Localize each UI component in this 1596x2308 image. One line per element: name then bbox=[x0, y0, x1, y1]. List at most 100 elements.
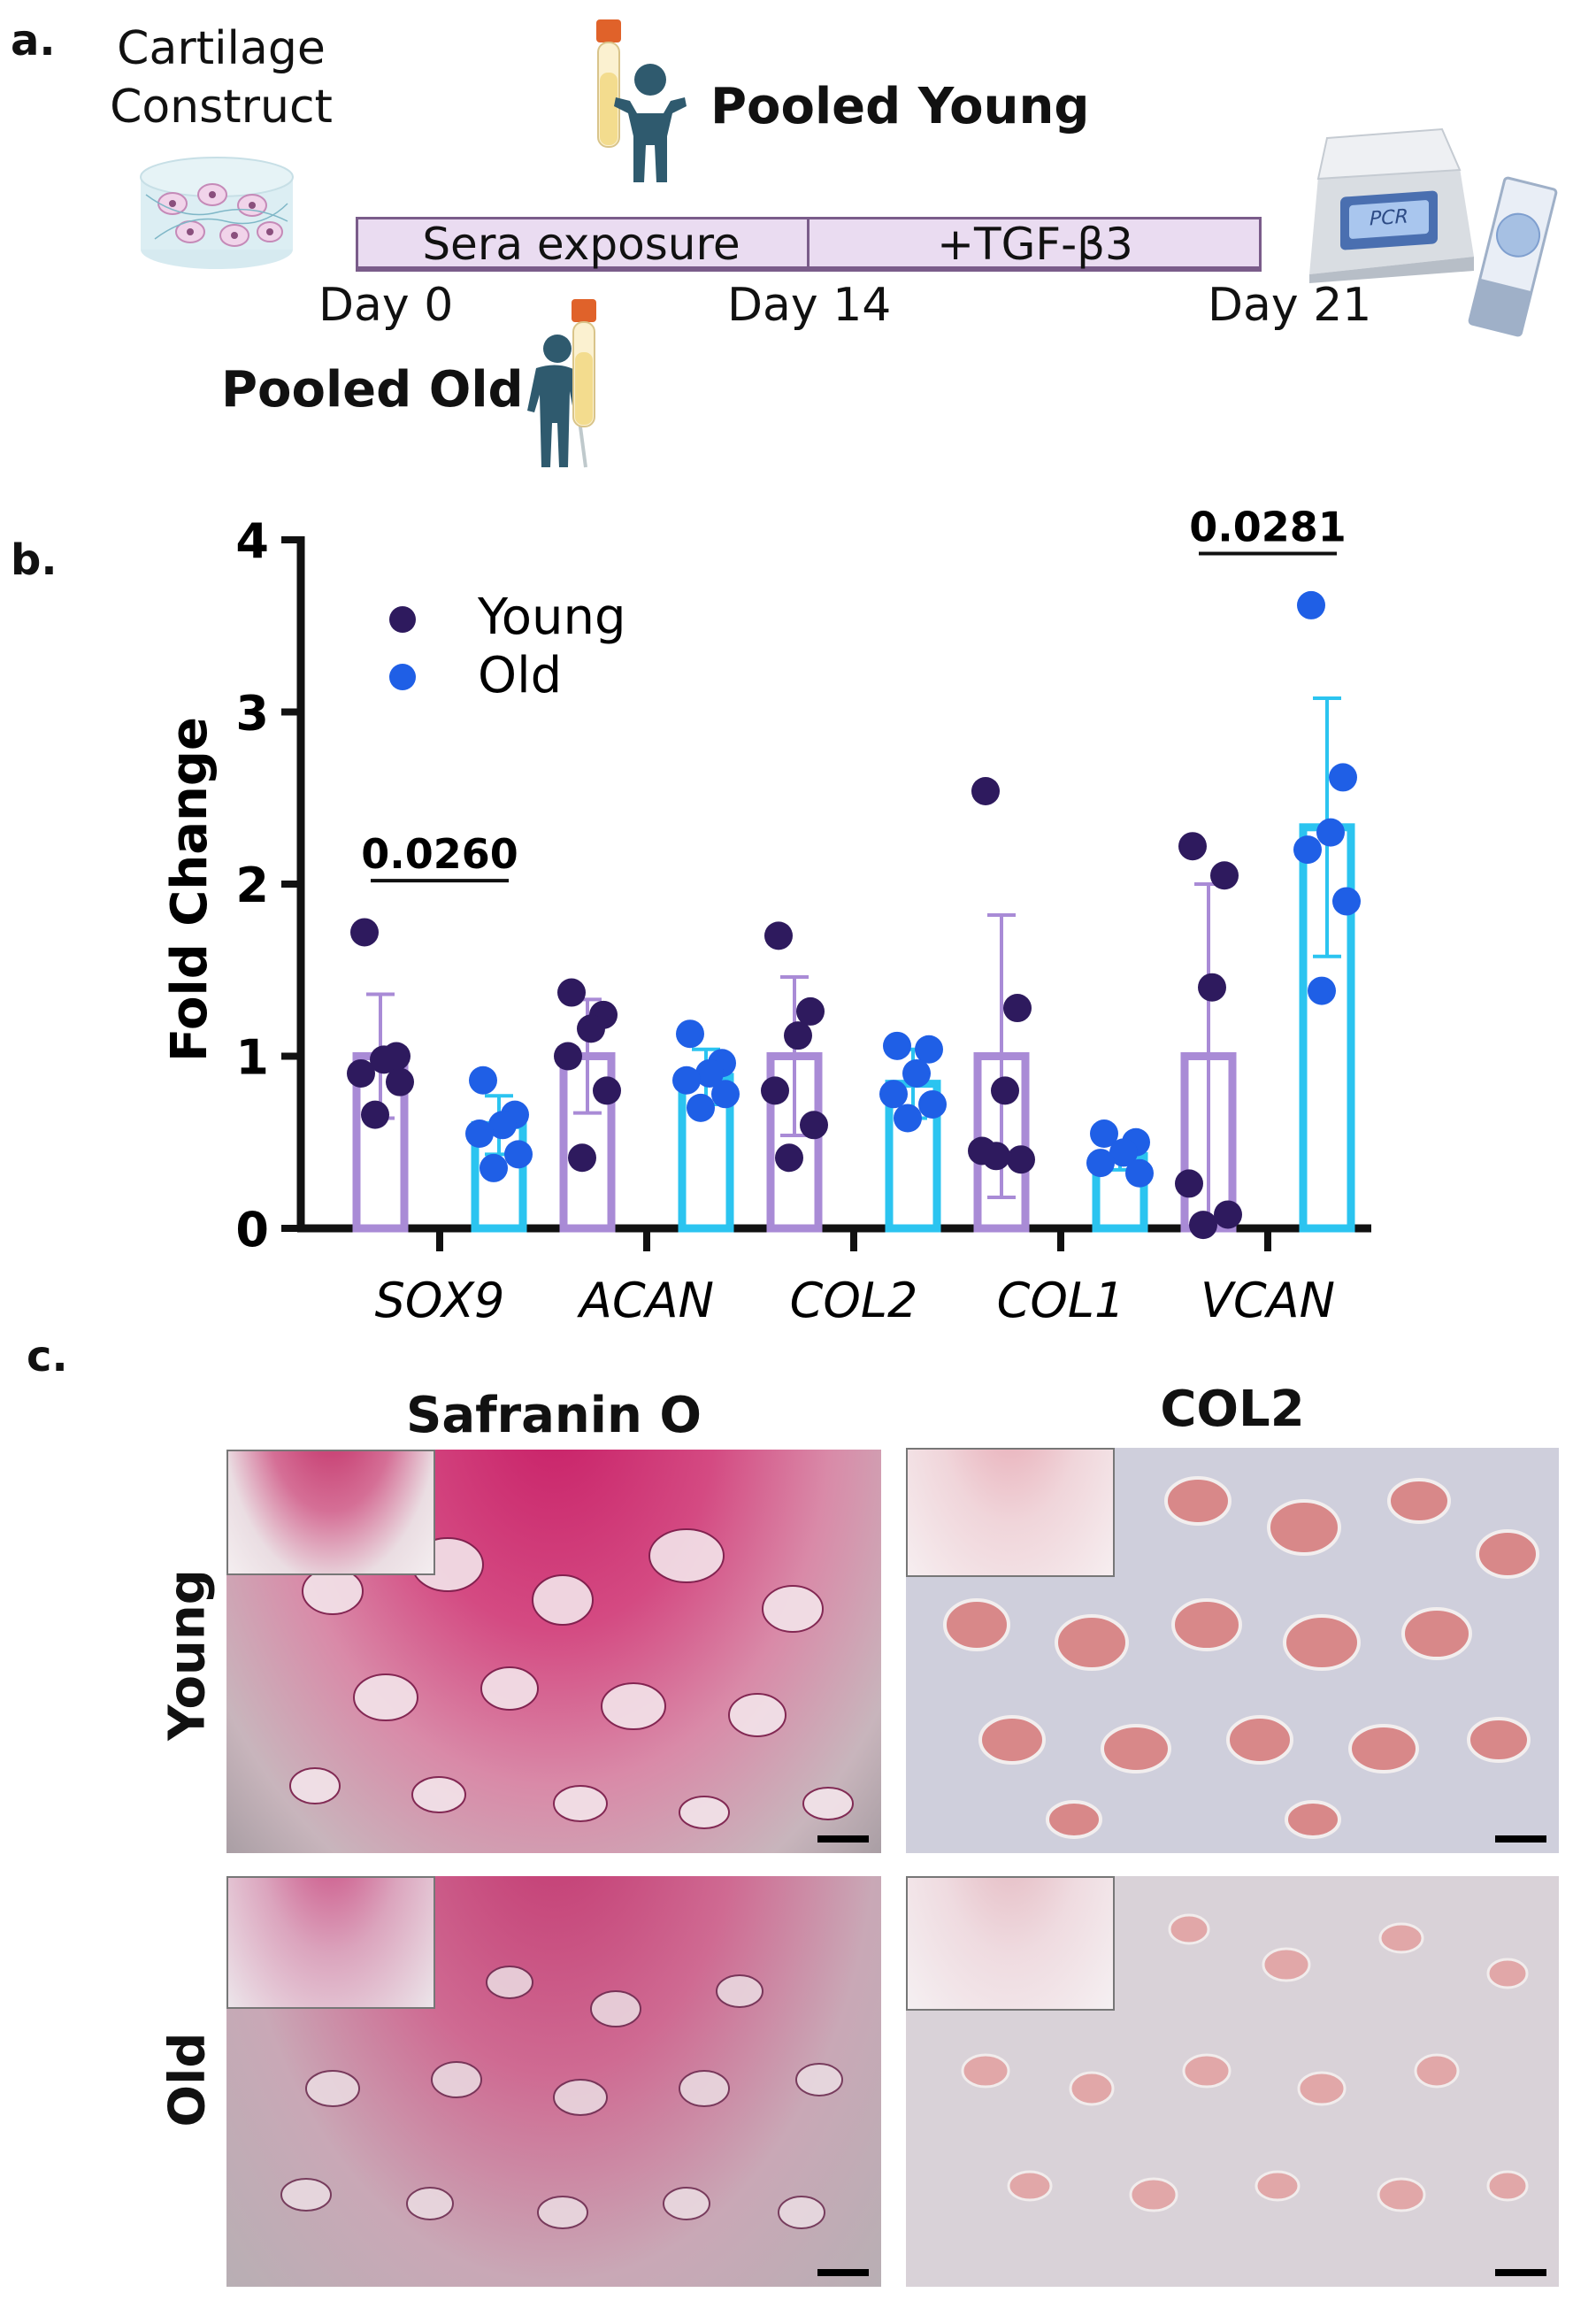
phase-tgf-b3: +TGF-β3 bbox=[937, 219, 1133, 270]
x-tick-label-sox9: SOX9 bbox=[375, 1273, 505, 1328]
scale-bar bbox=[817, 1835, 869, 1843]
point-young-sox9 bbox=[347, 1058, 375, 1088]
row-label-young-text: Young bbox=[158, 1569, 217, 1741]
micrograph-col2-old bbox=[906, 1876, 1559, 2287]
point-young-sox9 bbox=[370, 1045, 398, 1074]
point-young-col1 bbox=[991, 1076, 1019, 1105]
significance-label: 0.0281 bbox=[1189, 504, 1347, 551]
point-young-col2 bbox=[800, 1111, 828, 1140]
day-21-label: Day 21 bbox=[1208, 279, 1372, 332]
significance-label: 0.0260 bbox=[361, 830, 518, 878]
point-old-vcan bbox=[1332, 887, 1361, 916]
old-serum-tube-icon bbox=[572, 299, 596, 427]
y-axis-title: Fold Change bbox=[161, 717, 219, 1062]
point-old-col2 bbox=[915, 1035, 943, 1064]
micrograph-col2-old-texture bbox=[961, 1913, 1529, 2212]
x-tick-label-col1: COL1 bbox=[997, 1273, 1125, 1328]
day-14-label: Day 14 bbox=[727, 279, 892, 332]
point-young-col1 bbox=[1003, 994, 1032, 1023]
day-0-label: Day 0 bbox=[318, 279, 454, 332]
micrograph-inset-col2-old bbox=[906, 1876, 1115, 2011]
micrograph-inset-col2-young bbox=[906, 1448, 1115, 1577]
micrograph-col2-young-texture bbox=[943, 1476, 1539, 1839]
young-serum-tube-icon bbox=[596, 19, 621, 148]
point-old-acan bbox=[672, 1066, 701, 1095]
old-person-icon bbox=[527, 335, 587, 468]
legend-label-old: Old bbox=[478, 647, 562, 704]
point-young-sox9 bbox=[386, 1067, 414, 1096]
legend-marker-old bbox=[389, 664, 416, 690]
point-young-vcan bbox=[1210, 861, 1239, 890]
y-tick-label: 4 bbox=[235, 513, 269, 569]
micrograph-safranin-old-texture bbox=[280, 1966, 843, 2229]
point-old-col2 bbox=[883, 1031, 911, 1060]
timeline-divider bbox=[807, 217, 810, 270]
point-young-acan bbox=[577, 1014, 605, 1043]
fold-change-chart: Fold Change 0 1 2 3 4 SOX9 ACAN COL2 COL1 VCAN 0.0… bbox=[161, 504, 1371, 1328]
point-old-sox9 bbox=[469, 1066, 497, 1095]
legend-label-young: Young bbox=[477, 589, 626, 646]
scale-bar bbox=[1495, 2269, 1546, 2276]
micrograph-safranin-old bbox=[226, 1876, 881, 2287]
point-old-col1 bbox=[1125, 1158, 1154, 1188]
point-young-col1 bbox=[971, 776, 1000, 805]
pcr-label: PCR bbox=[1370, 205, 1408, 230]
construct-label: Cartilage Construct bbox=[88, 19, 354, 136]
chart-legend: Young Old bbox=[389, 589, 626, 704]
y-tick-label: 1 bbox=[235, 1030, 269, 1086]
point-young-col1 bbox=[1007, 1145, 1035, 1174]
panel-c-label: c. bbox=[27, 1332, 68, 1381]
row-label-young: Young bbox=[152, 1451, 223, 1858]
point-young-col1 bbox=[982, 1142, 1010, 1171]
point-young-col2 bbox=[784, 1021, 812, 1050]
point-old-vcan bbox=[1316, 818, 1345, 847]
point-old-vcan bbox=[1329, 763, 1357, 792]
young-person-icon bbox=[614, 64, 687, 182]
point-old-sox9 bbox=[504, 1140, 533, 1169]
point-old-acan bbox=[695, 1058, 724, 1088]
point-young-col2 bbox=[764, 921, 793, 950]
phase-sera-exposure: Sera exposure bbox=[422, 219, 740, 270]
micrograph-inset-safranin-young bbox=[226, 1450, 435, 1575]
point-old-acan bbox=[676, 1019, 704, 1049]
x-tick-label-vcan: VCAN bbox=[1201, 1273, 1335, 1328]
panel-a-label: a. bbox=[11, 16, 56, 65]
point-old-vcan bbox=[1293, 835, 1322, 865]
point-old-col1 bbox=[1086, 1149, 1115, 1178]
point-young-acan bbox=[568, 1143, 596, 1173]
point-young-acan bbox=[554, 1042, 582, 1071]
cartilage-construct-icon bbox=[140, 157, 294, 269]
scale-bar bbox=[1495, 1835, 1546, 1843]
point-old-acan bbox=[711, 1080, 740, 1109]
col-title-safranin-o: Safranin O bbox=[406, 1387, 702, 1444]
point-old-col1 bbox=[1109, 1138, 1138, 1167]
point-old-sox9 bbox=[465, 1119, 494, 1149]
construct-label-line1: Cartilage bbox=[117, 22, 326, 75]
slide-icon bbox=[1468, 176, 1558, 337]
micrograph-col2-young bbox=[906, 1448, 1559, 1853]
point-young-vcan bbox=[1214, 1200, 1242, 1229]
micrograph-inset-safranin-old bbox=[226, 1876, 435, 2009]
point-old-col2 bbox=[894, 1104, 922, 1133]
pcr-machine-icon: PCR bbox=[1309, 127, 1474, 283]
point-old-col2 bbox=[902, 1058, 931, 1088]
row-label-old-text: Old bbox=[158, 2032, 217, 2127]
point-young-vcan bbox=[1178, 832, 1207, 861]
point-old-col2 bbox=[879, 1080, 908, 1109]
point-old-acan bbox=[687, 1093, 715, 1122]
point-old-vcan bbox=[1297, 590, 1325, 619]
point-young-col2 bbox=[775, 1143, 803, 1173]
panel-b-label: b. bbox=[11, 535, 58, 585]
point-young-vcan bbox=[1189, 1211, 1217, 1240]
x-tick-label-col2: COL2 bbox=[790, 1273, 918, 1328]
y-tick-label: 0 bbox=[235, 1202, 269, 1258]
point-old-vcan bbox=[1308, 976, 1336, 1005]
point-young-col2 bbox=[796, 996, 825, 1026]
point-old-col1 bbox=[1090, 1119, 1118, 1149]
old-label: Pooled Old bbox=[221, 361, 524, 419]
point-young-col2 bbox=[761, 1076, 789, 1105]
point-young-sox9 bbox=[350, 918, 379, 947]
point-young-acan bbox=[593, 1076, 621, 1105]
point-young-vcan bbox=[1175, 1169, 1203, 1198]
point-young-acan bbox=[557, 978, 586, 1007]
